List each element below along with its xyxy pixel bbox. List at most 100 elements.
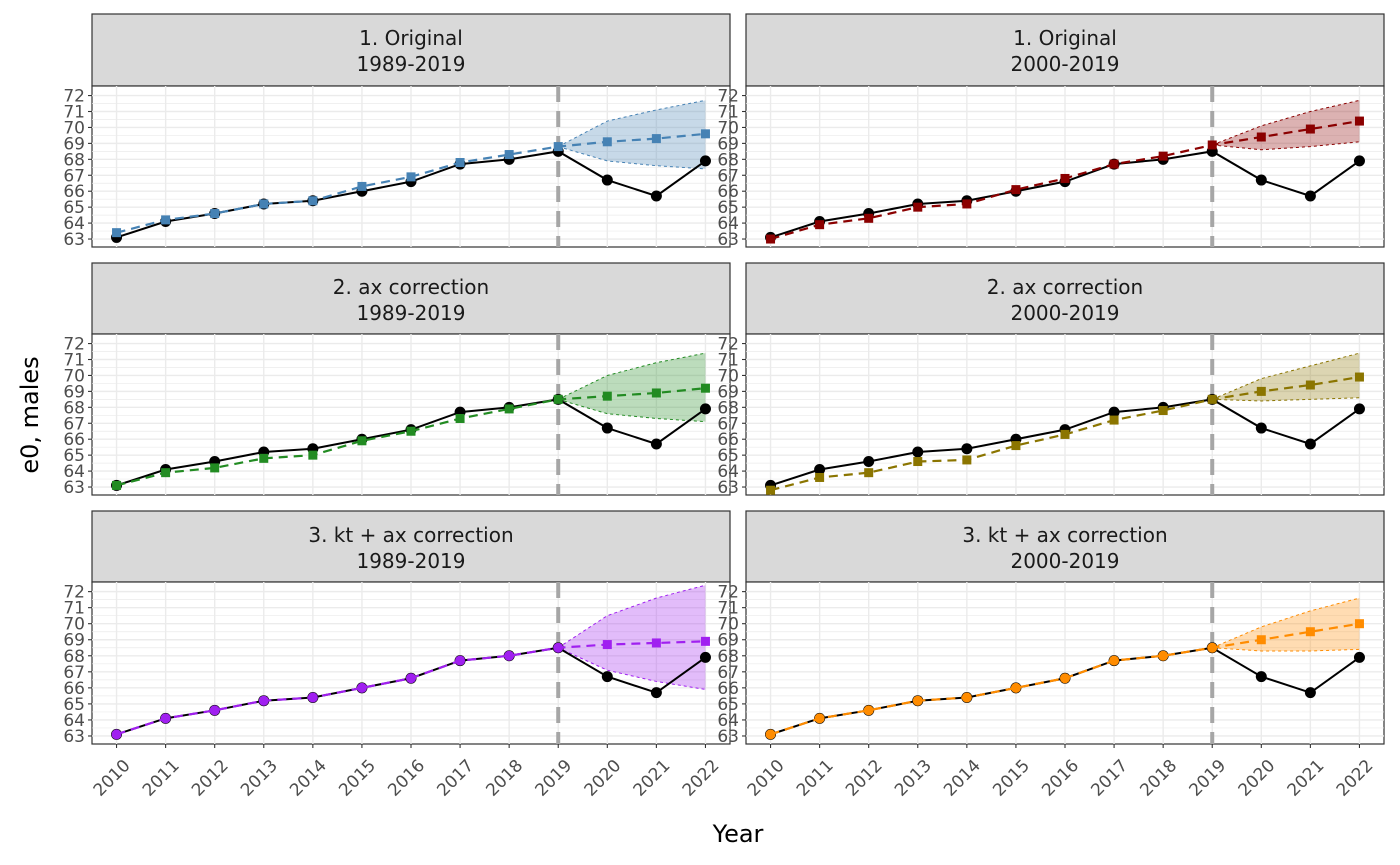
y-tick-label: 72: [717, 583, 739, 603]
model-point: [864, 214, 873, 223]
model-point: [962, 692, 972, 702]
panel-5: 3. kt + ax correction1989-20196364656667…: [63, 511, 730, 801]
model-point: [161, 713, 171, 723]
model-point: [308, 451, 317, 460]
strip-label-line1: 1. Original: [359, 26, 463, 50]
observed-point: [602, 671, 613, 682]
model-point: [357, 182, 366, 191]
model-point: [407, 172, 416, 181]
model-point: [766, 486, 775, 495]
observed-point: [863, 456, 874, 467]
model-point: [1060, 673, 1070, 683]
x-tick-label: 2012: [188, 756, 233, 801]
model-point: [1257, 133, 1266, 142]
observed-point: [651, 687, 662, 698]
observed-point: [1354, 652, 1365, 663]
model-point: [766, 729, 776, 739]
x-tick-label: 2015: [335, 756, 380, 801]
model-point: [603, 137, 612, 146]
x-tick-label: 2013: [237, 756, 282, 801]
model-point: [1306, 381, 1315, 390]
x-tick-label: 2014: [286, 756, 331, 801]
y-tick-label: 72: [717, 87, 739, 107]
y-tick-label: 72: [63, 335, 85, 355]
strip-label-line2: 1989-2019: [356, 52, 465, 76]
x-tick-label: 2013: [891, 756, 936, 801]
panel-1: 1. Original1989-201963646566676869707172: [63, 14, 730, 250]
observed-point: [961, 443, 972, 454]
strip-label-line2: 1989-2019: [356, 301, 465, 325]
model-point: [1011, 185, 1020, 194]
x-tick-label: 2019: [532, 756, 577, 801]
model-point: [505, 404, 514, 413]
x-tick-label: 2022: [679, 756, 724, 801]
observed-point: [1256, 175, 1267, 186]
model-point: [1207, 643, 1217, 653]
model-point: [553, 643, 563, 653]
x-tick-label: 2020: [1235, 756, 1280, 801]
model-point: [962, 199, 971, 208]
model-point: [1159, 152, 1168, 161]
x-tick-label: 2010: [744, 756, 789, 801]
observed-point: [1354, 403, 1365, 414]
model-point: [864, 468, 873, 477]
x-tick-label: 2010: [90, 756, 135, 801]
observed-point: [602, 175, 613, 186]
x-tick-label: 2011: [139, 756, 184, 801]
model-point: [1355, 619, 1364, 628]
observed-point: [1305, 687, 1316, 698]
model-point: [259, 454, 268, 463]
model-point: [1110, 416, 1119, 425]
strip-label-line1: 3. kt + ax correction: [962, 523, 1167, 547]
x-tick-label: 2015: [989, 756, 1034, 801]
x-tick-label: 2022: [1333, 756, 1378, 801]
model-point: [652, 134, 661, 143]
model-point: [864, 705, 874, 715]
model-point: [259, 696, 269, 706]
model-point: [652, 638, 661, 647]
model-point: [210, 705, 220, 715]
x-tick-label: 2017: [1087, 756, 1132, 801]
model-point: [652, 388, 661, 397]
observed-point: [1354, 155, 1365, 166]
model-point: [1306, 125, 1315, 134]
strip-label-line2: 2000-2019: [1010, 52, 1119, 76]
observed-point: [912, 446, 923, 457]
model-point: [554, 395, 563, 404]
x-tick-label: 2021: [630, 756, 675, 801]
model-point: [1109, 656, 1119, 666]
model-point: [554, 142, 563, 151]
strip-label-line1: 2. ax correction: [333, 275, 489, 299]
x-tick-label: 2021: [1284, 756, 1329, 801]
x-axis-title: Year: [712, 820, 764, 848]
x-tick-label: 2016: [384, 756, 429, 801]
model-point: [112, 481, 121, 490]
observed-point: [1305, 190, 1316, 201]
strip-label-line2: 2000-2019: [1010, 301, 1119, 325]
model-point: [1257, 635, 1266, 644]
strip-label-line1: 3. kt + ax correction: [308, 523, 513, 547]
observed-point: [1256, 423, 1267, 434]
model-point: [1158, 651, 1168, 661]
model-point: [308, 692, 318, 702]
model-point: [210, 463, 219, 472]
x-tick-label: 2018: [1136, 756, 1181, 801]
y-tick-label: 72: [717, 335, 739, 355]
model-point: [505, 150, 514, 159]
model-point: [1159, 406, 1168, 415]
model-point: [603, 640, 612, 649]
model-point: [407, 427, 416, 436]
observed-point: [602, 423, 613, 434]
x-tick-label: 2012: [842, 756, 887, 801]
model-point: [1011, 441, 1020, 450]
model-point: [1110, 160, 1119, 169]
x-tick-label: 2020: [581, 756, 626, 801]
model-point: [1355, 373, 1364, 382]
observed-point: [651, 190, 662, 201]
x-tick-label: 2018: [482, 756, 527, 801]
model-point: [161, 215, 170, 224]
strip-label-line1: 1. Original: [1013, 26, 1117, 50]
model-point: [1306, 627, 1315, 636]
faceted-line-chart: Year e0, males 1. Original1989-201963646…: [0, 0, 1400, 865]
